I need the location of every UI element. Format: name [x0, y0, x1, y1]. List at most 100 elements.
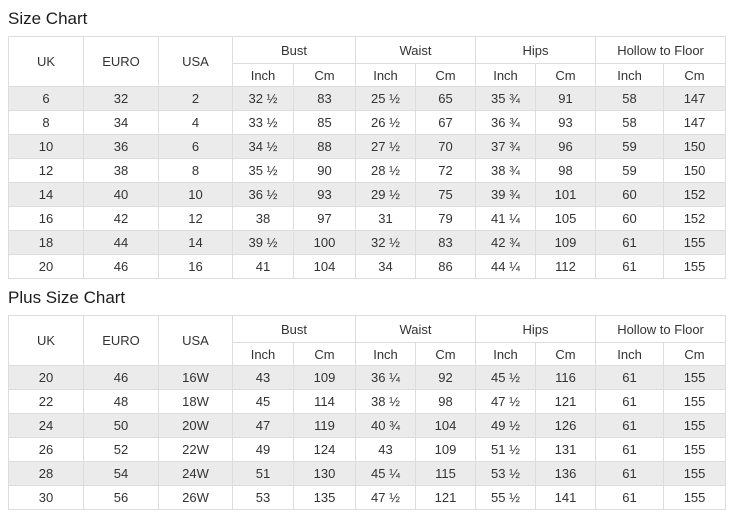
table-cell: 51 ½: [475, 437, 537, 462]
table-cell: 155: [663, 461, 727, 486]
column-group-header: Waist: [355, 315, 477, 343]
table-cell: 43: [232, 365, 294, 390]
table-cell: 97: [292, 206, 357, 231]
table-cell: 24: [8, 413, 84, 438]
table-cell: 72: [415, 158, 477, 183]
table-cell: 152: [663, 182, 727, 207]
table-cell: 31: [355, 206, 417, 231]
table-cell: 41 ¼: [475, 206, 537, 231]
table-cell: 20: [8, 254, 84, 279]
table-cell: 48: [83, 389, 159, 414]
table-row: 12 38 8 35 ½ 90 28 ½ 72 38 ¾ 98 59 150: [8, 158, 727, 183]
table-cell: 12: [158, 206, 233, 231]
unit-header-row: Inch Cm Inch Cm Inch Cm Inch Cm: [9, 63, 727, 87]
table-cell: 26W: [158, 485, 233, 510]
table-cell: 155: [663, 437, 727, 462]
table-cell: 61: [595, 437, 665, 462]
table-cell: 2: [158, 86, 233, 111]
table-cell: 12: [8, 158, 84, 183]
table-cell: 49: [232, 437, 294, 462]
table-cell: 35 ¾: [475, 86, 537, 111]
size-chart-section: Size Chart UK EURO USA Bust Waist Hips Hollow …: [8, 0, 727, 279]
unit-header: Cm: [663, 342, 727, 366]
table-cell: 155: [663, 389, 727, 414]
table-cell: 56: [83, 485, 159, 510]
table-cell: 32 ½: [232, 86, 294, 111]
table-cell: 59: [595, 134, 665, 159]
table-cell: 136: [535, 461, 597, 486]
table-cell: 46: [83, 365, 159, 390]
table-cell: 105: [535, 206, 597, 231]
table-cell: 88: [292, 134, 357, 159]
table-cell: 26: [8, 437, 84, 462]
table-cell: 18: [8, 230, 84, 255]
table-cell: 38: [83, 158, 159, 183]
table-cell: 29 ½: [355, 182, 417, 207]
table-cell: 101: [535, 182, 597, 207]
table-cell: 61: [595, 365, 665, 390]
table-row: 18 44 14 39 ½ 100 32 ½ 83 42 ¾ 109 61 155: [8, 230, 727, 255]
table-cell: 18W: [158, 389, 233, 414]
table-cell: 109: [415, 437, 477, 462]
unit-header: Cm: [663, 63, 727, 87]
column-header: UK: [8, 36, 84, 87]
table-cell: 36: [83, 134, 159, 159]
table-row: 20 46 16 41 104 34 86 44 ¼ 112 61 155: [8, 254, 727, 279]
table-cell: 98: [415, 389, 477, 414]
table-cell: 155: [663, 413, 727, 438]
table-cell: 28: [8, 461, 84, 486]
table-cell: 41: [232, 254, 294, 279]
table-cell: 36 ¾: [475, 110, 537, 135]
table-cell: 16: [8, 206, 84, 231]
table-row: 6 32 2 32 ½ 83 25 ½ 65 35 ¾ 91 58 147: [8, 86, 727, 111]
column-group-header: Hollow to Floor: [595, 36, 727, 64]
table-cell: 100: [292, 230, 357, 255]
table-cell: 90: [292, 158, 357, 183]
table-cell: 36 ½: [232, 182, 294, 207]
table-cell: 112: [535, 254, 597, 279]
unit-header: Cm: [535, 342, 597, 366]
table-cell: 37 ¾: [475, 134, 537, 159]
table-cell: 93: [292, 182, 357, 207]
table-cell: 109: [292, 365, 357, 390]
table-cell: 6: [158, 134, 233, 159]
table-cell: 40: [83, 182, 159, 207]
unit-header: Inch: [232, 342, 294, 366]
unit-header: Inch: [355, 342, 417, 366]
column-group-header: Bust: [231, 315, 357, 343]
table-cell: 86: [415, 254, 477, 279]
table-cell: 116: [535, 365, 597, 390]
table-cell: 61: [595, 389, 665, 414]
table-cell: 16: [158, 254, 233, 279]
table-cell: 147: [663, 110, 727, 135]
table-cell: 61: [595, 230, 665, 255]
column-header: EURO: [83, 315, 159, 366]
table-cell: 20: [8, 365, 84, 390]
unit-header: Inch: [475, 63, 537, 87]
unit-header: Inch: [475, 342, 537, 366]
unit-header: Cm: [292, 63, 357, 87]
table-cell: 35 ½: [232, 158, 294, 183]
table-cell: 60: [595, 206, 665, 231]
table-cell: 59: [595, 158, 665, 183]
table-cell: 34: [83, 110, 159, 135]
table-cell: 22W: [158, 437, 233, 462]
table-cell: 30: [8, 485, 84, 510]
table-cell: 43: [355, 437, 417, 462]
table-cell: 8: [8, 110, 84, 135]
table-cell: 46: [83, 254, 159, 279]
table-cell: 36 ¼: [355, 365, 417, 390]
table-cell: 47: [232, 413, 294, 438]
table-cell: 38: [232, 206, 294, 231]
table-cell: 6: [8, 86, 84, 111]
table-cell: 8: [158, 158, 233, 183]
table-cell: 141: [535, 485, 597, 510]
size-chart-title: Size Chart: [8, 9, 88, 28]
table-cell: 39 ½: [232, 230, 294, 255]
table-cell: 98: [535, 158, 597, 183]
table-cell: 130: [292, 461, 357, 486]
table-cell: 10: [158, 182, 233, 207]
unit-header: Cm: [415, 63, 477, 87]
table-row: 28 54 24W 51 130 45 ¼ 115 53 ½ 136 61 155: [8, 461, 727, 486]
column-header: USA: [158, 315, 233, 366]
